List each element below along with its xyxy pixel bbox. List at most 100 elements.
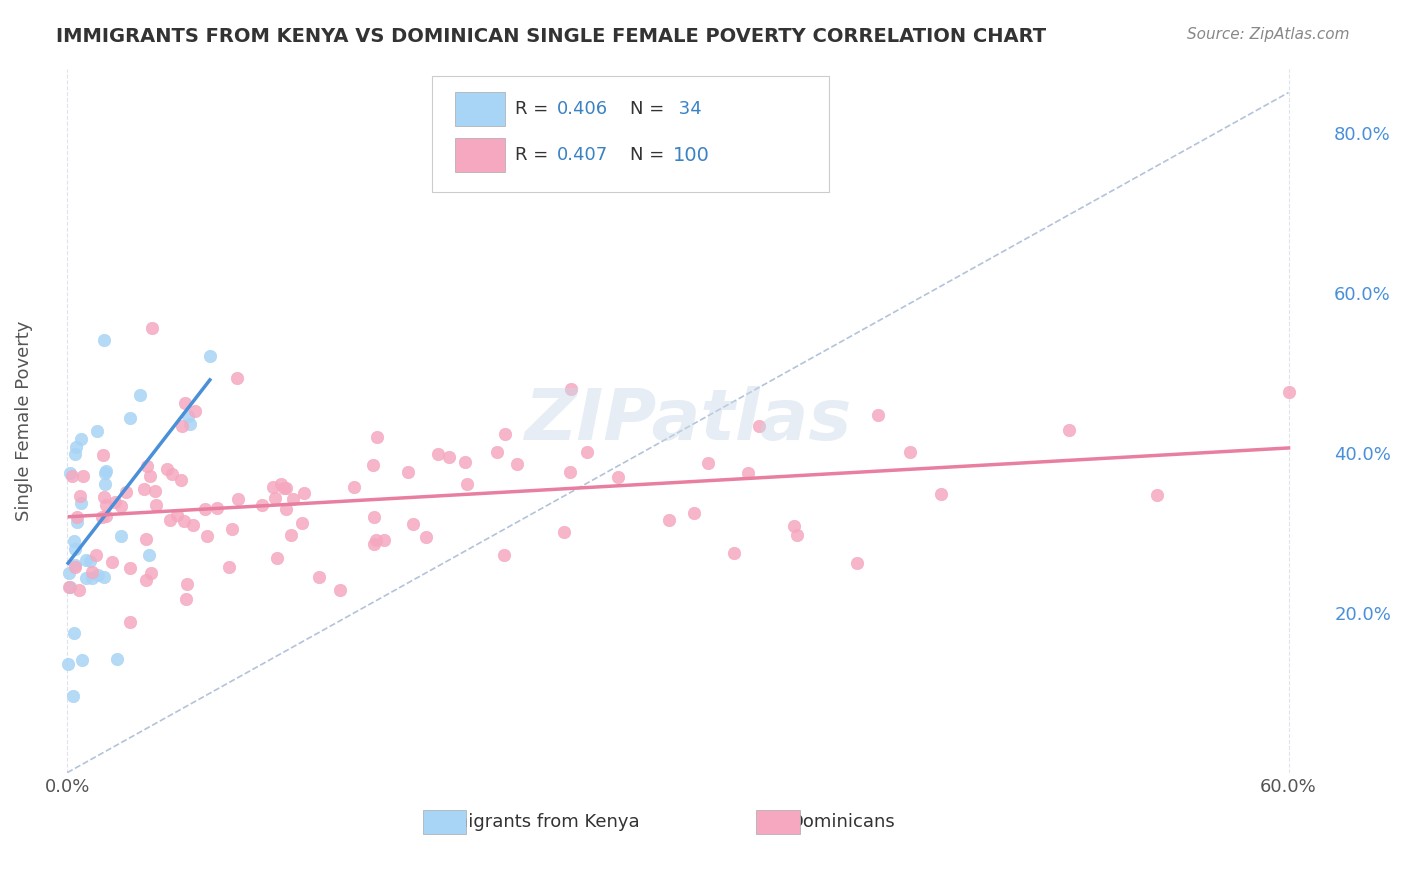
Point [94, 466, 117, 480]
Point [218, 560, 240, 574]
Point [65, 558, 87, 572]
Point [93, 477, 115, 491]
Point [172, 419, 194, 434]
Point [135, 532, 157, 546]
Point [426, 447, 449, 461]
FancyBboxPatch shape [454, 92, 505, 127]
Point [361, 458, 384, 473]
Point [86, 567, 108, 582]
Point [129, 387, 152, 401]
Text: Dominicans: Dominicans [789, 813, 894, 831]
Point [274, 481, 297, 495]
Point [252, 498, 274, 512]
Y-axis label: Single Female Poverty: Single Female Poverty [15, 320, 32, 521]
Point [205, 500, 228, 515]
Point [75, 571, 97, 585]
Point [290, 516, 312, 530]
Point [723, 546, 745, 560]
Point [366, 533, 388, 548]
Point [179, 417, 201, 431]
Point [343, 481, 366, 495]
Point [177, 409, 200, 424]
Point [560, 382, 582, 396]
Point [1277, 385, 1299, 400]
Point [221, 522, 243, 536]
Point [58, 580, 80, 594]
Point [79, 554, 101, 568]
Point [176, 577, 198, 591]
Point [94, 508, 117, 523]
Point [866, 408, 889, 422]
Point [70, 432, 93, 446]
FancyBboxPatch shape [423, 810, 467, 834]
Point [262, 480, 284, 494]
Point [456, 476, 478, 491]
Point [506, 457, 529, 471]
Point [114, 485, 136, 500]
Point [141, 320, 163, 334]
Point [183, 404, 205, 418]
Point [110, 528, 132, 542]
Point [138, 548, 160, 562]
Point [101, 555, 124, 569]
FancyBboxPatch shape [756, 810, 800, 834]
Point [783, 518, 806, 533]
Point [110, 500, 132, 514]
Point [292, 486, 315, 500]
Point [737, 466, 759, 480]
Point [62, 689, 84, 703]
FancyBboxPatch shape [432, 76, 830, 192]
Point [66, 515, 89, 529]
Point [65, 541, 87, 556]
Point [402, 517, 425, 532]
Point [181, 517, 204, 532]
Point [80, 570, 103, 584]
Text: Immigrants from Kenya: Immigrants from Kenya [429, 813, 640, 831]
Point [63, 559, 86, 574]
Point [63, 534, 86, 549]
Point [72, 468, 94, 483]
Text: 0.407: 0.407 [557, 146, 609, 164]
Point [139, 566, 162, 580]
Point [135, 458, 157, 473]
Point [69, 489, 91, 503]
Point [174, 396, 197, 410]
Point [59, 580, 82, 594]
Point [748, 418, 770, 433]
Point [59, 467, 82, 481]
Point [437, 450, 460, 464]
Point [65, 440, 87, 454]
Point [160, 467, 183, 481]
Point [273, 481, 295, 495]
Point [682, 506, 704, 520]
Point [60, 469, 83, 483]
Point [91, 448, 114, 462]
Point [156, 462, 179, 476]
Point [139, 469, 162, 483]
Point [132, 482, 155, 496]
Point [195, 529, 218, 543]
Point [86, 424, 108, 438]
Point [931, 487, 953, 501]
Point [308, 570, 330, 584]
Point [56, 657, 79, 672]
Point [104, 495, 127, 509]
Point [70, 653, 93, 667]
Point [1146, 488, 1168, 502]
Point [58, 566, 80, 581]
Point [67, 582, 90, 597]
Text: 34: 34 [672, 101, 702, 119]
Point [697, 456, 720, 470]
Text: R =: R = [515, 101, 554, 119]
Point [198, 349, 221, 363]
Point [80, 566, 103, 580]
Point [93, 334, 115, 348]
Point [363, 509, 385, 524]
Point [105, 652, 128, 666]
Point [118, 411, 141, 425]
Point [63, 626, 86, 640]
Point [280, 527, 302, 541]
Point [366, 430, 388, 444]
Point [494, 426, 516, 441]
Text: R =: R = [515, 146, 554, 164]
